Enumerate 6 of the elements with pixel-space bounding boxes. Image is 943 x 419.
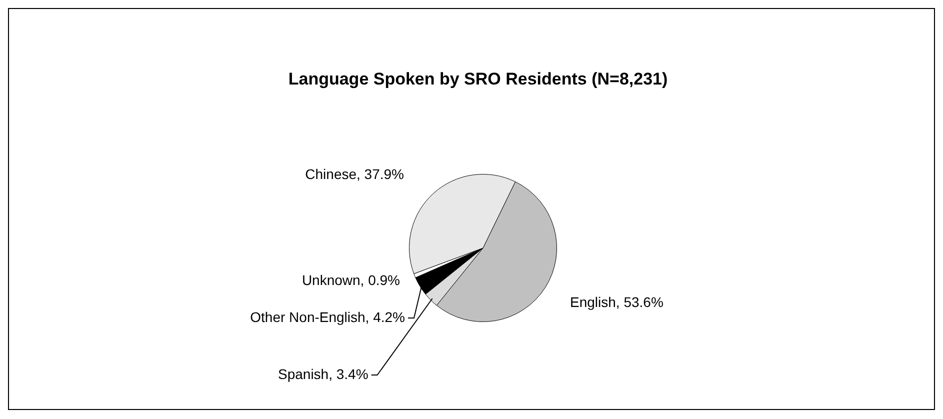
chart-title: Language Spoken by SRO Residents (N=8,231) [288, 70, 668, 89]
slice-label: English, 53.6% [570, 294, 664, 310]
slice-label: Unknown, 0.9% [302, 272, 400, 288]
slice-label: Other Non-English, 4.2% [250, 308, 405, 325]
slice-label: Chinese, 37.9% [305, 166, 404, 182]
slice-label: Spanish, 3.4% [278, 366, 368, 382]
